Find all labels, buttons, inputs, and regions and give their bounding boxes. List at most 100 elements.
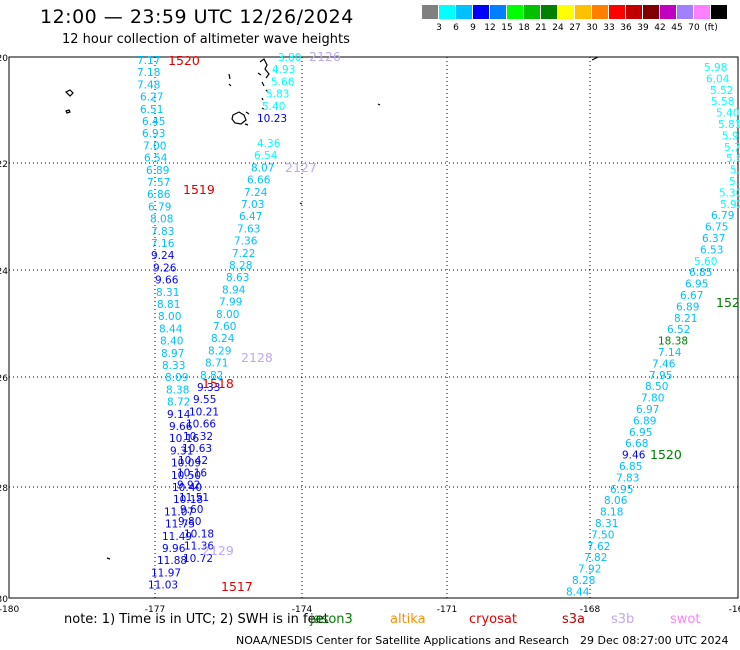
wave-height-value: 11.03 bbox=[148, 580, 178, 592]
color-scale-label: 36 bbox=[620, 23, 632, 33]
wave-height-value: 10.63 bbox=[182, 443, 212, 455]
wave-height-value: 7.18 bbox=[137, 67, 160, 79]
wave-height-value: 9.46 bbox=[622, 450, 646, 462]
lon-tick-label: -171 bbox=[437, 605, 457, 615]
wave-height-value: 5.66 bbox=[271, 76, 295, 88]
wave-height-value: 3.80 bbox=[278, 52, 301, 64]
wave-height-value: 6.95 bbox=[685, 279, 708, 291]
wave-height-value: 8.08 bbox=[150, 214, 173, 226]
color-scale-swatch bbox=[558, 5, 574, 19]
wave-height-value: 9.66 bbox=[155, 275, 179, 287]
wave-height-value: 8.07 bbox=[251, 162, 274, 174]
lon-tick-label: -168 bbox=[580, 605, 601, 615]
island-outline bbox=[377, 103, 381, 106]
color-scale-label: 15 bbox=[501, 23, 513, 33]
wave-height-value: 8.94 bbox=[222, 284, 246, 296]
wave-height-value: 6.79 bbox=[148, 201, 171, 213]
wave-height-value: 9.24 bbox=[151, 250, 175, 262]
color-scale-swatch bbox=[660, 5, 676, 19]
wave-height-value: 5.6 bbox=[726, 153, 740, 165]
island-outline bbox=[257, 58, 270, 110]
pass-label: 2127 bbox=[285, 160, 317, 175]
wave-height-value: 7.82 bbox=[584, 552, 607, 564]
wave-height-value: 10.23 bbox=[257, 113, 287, 125]
wave-height-value: 8.71 bbox=[205, 358, 228, 370]
wave-height-value: 6.66 bbox=[247, 175, 271, 187]
color-scale-swatch bbox=[439, 5, 455, 19]
wave-height-value: 7.80 bbox=[641, 393, 664, 405]
wave-height-value: 8.28 bbox=[229, 260, 252, 272]
pass-label: 2128 bbox=[241, 350, 273, 365]
color-scale-swatch bbox=[524, 5, 540, 19]
page-title: 12:00 — 23:59 UTC 12/26/2024 bbox=[40, 6, 354, 28]
color-scale-label: 18 bbox=[518, 23, 530, 33]
pass-label: 1518 bbox=[202, 376, 234, 391]
wave-height-value: 10.16 bbox=[177, 467, 207, 479]
wave-height-value: 8.00 bbox=[158, 311, 181, 323]
pass-label: 1520 bbox=[650, 447, 682, 462]
lat-tick-label: -26 bbox=[0, 374, 8, 384]
wave-height-value: 6.47 bbox=[239, 211, 262, 223]
pass-label: 1517 bbox=[221, 579, 253, 594]
wave-height-value: 6.95 bbox=[610, 484, 633, 496]
color-scale-swatch bbox=[507, 5, 523, 19]
color-scale-label: 24 bbox=[552, 23, 564, 33]
lon-tick-label: -174 bbox=[292, 605, 313, 615]
satellite-legend-s3a: s3a bbox=[562, 612, 586, 627]
color-scale-swatch bbox=[456, 5, 472, 19]
wave-height-value: 5.30 bbox=[719, 187, 740, 199]
wave-height-value: 5.9 bbox=[722, 130, 739, 142]
wave-height-value: 7.46 bbox=[652, 358, 676, 370]
wave-height-value: 9.33 bbox=[197, 382, 220, 394]
wave-height-value: 7.83 bbox=[616, 472, 639, 484]
wave-height-value: 8.33 bbox=[162, 360, 185, 372]
wave-height-value: 10.32 bbox=[183, 431, 213, 443]
pass-label: 2129 bbox=[202, 543, 234, 558]
wave-height-value: 7.92 bbox=[578, 564, 601, 576]
color-scale-label: 42 bbox=[654, 23, 666, 33]
wave-height-value: 10.09 bbox=[171, 458, 201, 470]
wave-height-value: 5.98 bbox=[704, 62, 727, 74]
wave-height-value: 18.38 bbox=[658, 336, 688, 348]
wave-height-value: 11.51 bbox=[179, 492, 209, 504]
map-axes: -20 -22 -24 -26 -28 -30-180 -177 -174 -171 -168 -1… bbox=[0, 54, 740, 615]
wave-height-value: 6.79 bbox=[711, 210, 734, 222]
wave-height-value: 9.14 bbox=[167, 409, 191, 421]
wave-height-value: 9.26 bbox=[153, 262, 177, 274]
color-scale-swatch bbox=[694, 5, 710, 19]
wave-height-value: 7.24 bbox=[244, 187, 268, 199]
wave-height-value: 6.75 bbox=[705, 222, 728, 234]
color-scale-swatch bbox=[490, 5, 506, 19]
pass-label: 1520 bbox=[168, 53, 200, 68]
wave-height-value: 11.36 bbox=[184, 541, 214, 553]
lat-tick-label: -24 bbox=[0, 267, 8, 277]
wave-height-value: 8.63 bbox=[226, 272, 249, 284]
wave-height-value: 7.50 bbox=[591, 529, 614, 541]
island-outline bbox=[106, 557, 111, 560]
wave-height-value: 5.58 bbox=[711, 96, 734, 108]
wave-height-value: 8.82 bbox=[200, 370, 223, 382]
color-scale-label: 21 bbox=[535, 23, 547, 33]
wave-height-value: 5.40 bbox=[262, 101, 285, 113]
wave-height-value: 8.21 bbox=[674, 313, 697, 325]
lon-tick-label: -177 bbox=[145, 605, 165, 615]
wave-height-value: 7.63 bbox=[237, 223, 260, 235]
wave-height-value: 8.72 bbox=[167, 397, 190, 409]
island-outline bbox=[231, 111, 250, 126]
color-scale-swatch bbox=[541, 5, 557, 19]
wave-height-value: 7.95 bbox=[649, 370, 672, 382]
color-scale-label: 3 bbox=[436, 23, 442, 33]
wave-height-value: 10.18 bbox=[184, 528, 214, 540]
island-outline bbox=[299, 202, 303, 205]
wave-height-value: 8.28 bbox=[572, 575, 595, 587]
wave-height-value: 6.51 bbox=[140, 104, 163, 116]
wave-height-value: 6.37 bbox=[702, 233, 725, 245]
satellite-legend-s3b: s3b bbox=[611, 612, 635, 627]
wave-height-value: 4.93 bbox=[272, 64, 295, 76]
color-scale-label: (ft) bbox=[704, 23, 718, 33]
color-scale-swatch bbox=[609, 5, 625, 19]
wave-height-value: 7.36 bbox=[234, 236, 258, 248]
wave-height-value: 6.52 bbox=[667, 324, 690, 336]
